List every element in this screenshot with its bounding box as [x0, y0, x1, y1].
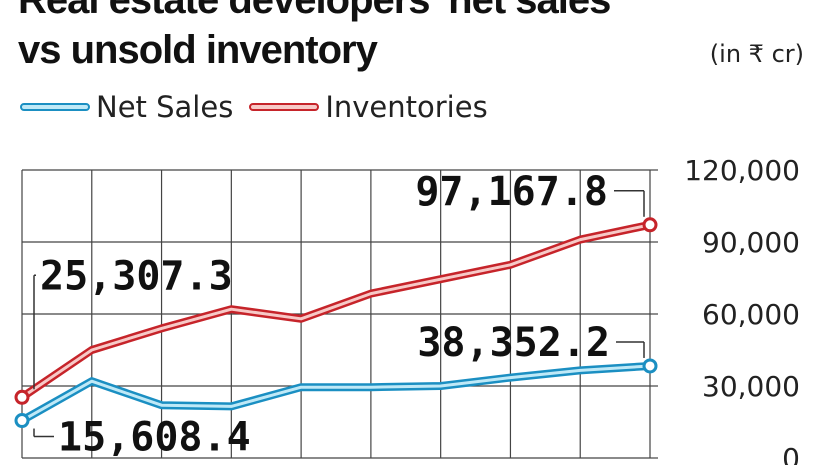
chart-title-line-2: vs unsold inventory	[18, 28, 378, 72]
data-point-net-sales	[642, 358, 658, 374]
y-tick-label: 60,000	[702, 298, 800, 331]
legend-label-inventories: Inventories	[325, 90, 488, 124]
series-line-inner-net-sales	[20, 364, 652, 423]
data-label: 38,352.2	[417, 320, 610, 366]
y-tick-label: 120,000	[684, 154, 800, 187]
data-label: 97,167.8	[415, 169, 608, 215]
data-point-inventories	[14, 389, 30, 405]
legend-swatch-inventories	[249, 103, 320, 111]
data-label: 15,608.4	[58, 415, 251, 461]
data-point-inventories	[642, 217, 658, 233]
y-tick-label: 30,000	[702, 370, 800, 403]
legend: Net Sales Inventories	[20, 90, 504, 124]
y-tick-label: 0	[782, 442, 800, 465]
unit-label: (in ₹ cr)	[709, 40, 804, 68]
legend-label-net-sales: Net Sales	[96, 90, 234, 124]
data-label: 25,307.3	[40, 253, 233, 299]
legend-item-inventories: Inventories	[249, 90, 488, 124]
y-tick-label: 90,000	[702, 226, 800, 259]
chart-title-line-1: Real estate developers' net sales	[18, 0, 611, 22]
legend-item-net-sales: Net Sales	[20, 90, 233, 124]
legend-swatch-net-sales	[20, 103, 90, 111]
series-line-inner-inventories	[20, 223, 652, 399]
data-point-net-sales	[14, 413, 30, 429]
